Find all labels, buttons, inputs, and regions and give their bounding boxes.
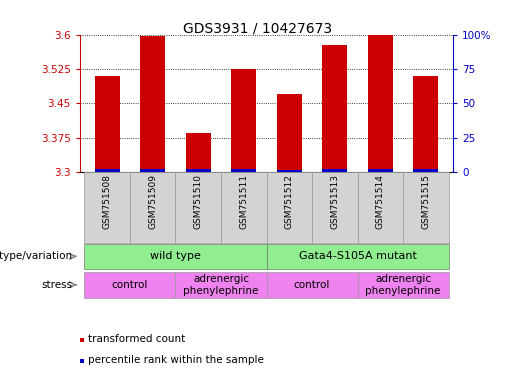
Text: adrenergic
phenylephrine: adrenergic phenylephrine bbox=[183, 274, 259, 296]
Bar bbox=[414, 76, 438, 172]
Text: GSM751512: GSM751512 bbox=[285, 174, 294, 229]
FancyBboxPatch shape bbox=[84, 271, 176, 298]
Text: GSM751510: GSM751510 bbox=[194, 174, 203, 229]
Text: GSM751511: GSM751511 bbox=[239, 174, 248, 229]
Bar bbox=[277, 94, 302, 172]
Text: GSM751513: GSM751513 bbox=[330, 174, 339, 229]
Bar bbox=[231, 169, 256, 172]
Text: GSM751508: GSM751508 bbox=[102, 174, 112, 229]
Bar bbox=[186, 169, 211, 172]
Bar bbox=[322, 169, 347, 172]
Bar bbox=[368, 35, 393, 172]
Bar bbox=[277, 170, 302, 172]
Text: GDS3931 / 10427673: GDS3931 / 10427673 bbox=[183, 21, 332, 35]
Text: GSM751509: GSM751509 bbox=[148, 174, 157, 229]
Text: control: control bbox=[294, 280, 330, 290]
Bar bbox=[231, 69, 256, 172]
FancyBboxPatch shape bbox=[84, 172, 130, 243]
FancyBboxPatch shape bbox=[176, 271, 267, 298]
Text: percentile rank within the sample: percentile rank within the sample bbox=[88, 356, 264, 366]
FancyBboxPatch shape bbox=[130, 172, 176, 243]
Bar bbox=[186, 133, 211, 172]
Bar bbox=[95, 169, 119, 172]
Text: adrenergic
phenylephrine: adrenergic phenylephrine bbox=[366, 274, 441, 296]
Bar bbox=[140, 36, 165, 172]
Text: GSM751515: GSM751515 bbox=[421, 174, 431, 229]
FancyBboxPatch shape bbox=[176, 172, 221, 243]
FancyBboxPatch shape bbox=[312, 172, 357, 243]
Bar bbox=[140, 169, 165, 172]
Bar bbox=[322, 45, 347, 172]
FancyBboxPatch shape bbox=[267, 244, 449, 269]
Text: genotype/variation: genotype/variation bbox=[0, 252, 72, 262]
FancyBboxPatch shape bbox=[84, 244, 267, 269]
FancyBboxPatch shape bbox=[221, 172, 267, 243]
Text: Gata4-S105A mutant: Gata4-S105A mutant bbox=[299, 252, 417, 262]
FancyBboxPatch shape bbox=[357, 271, 449, 298]
Bar bbox=[414, 169, 438, 172]
FancyBboxPatch shape bbox=[403, 172, 449, 243]
Text: wild type: wild type bbox=[150, 252, 201, 262]
Bar bbox=[368, 169, 393, 172]
Text: GSM751514: GSM751514 bbox=[376, 174, 385, 229]
Text: control: control bbox=[112, 280, 148, 290]
Text: stress: stress bbox=[41, 280, 72, 290]
FancyBboxPatch shape bbox=[267, 271, 357, 298]
FancyBboxPatch shape bbox=[357, 172, 403, 243]
FancyBboxPatch shape bbox=[267, 172, 312, 243]
Text: transformed count: transformed count bbox=[88, 334, 185, 344]
Bar bbox=[95, 76, 119, 172]
